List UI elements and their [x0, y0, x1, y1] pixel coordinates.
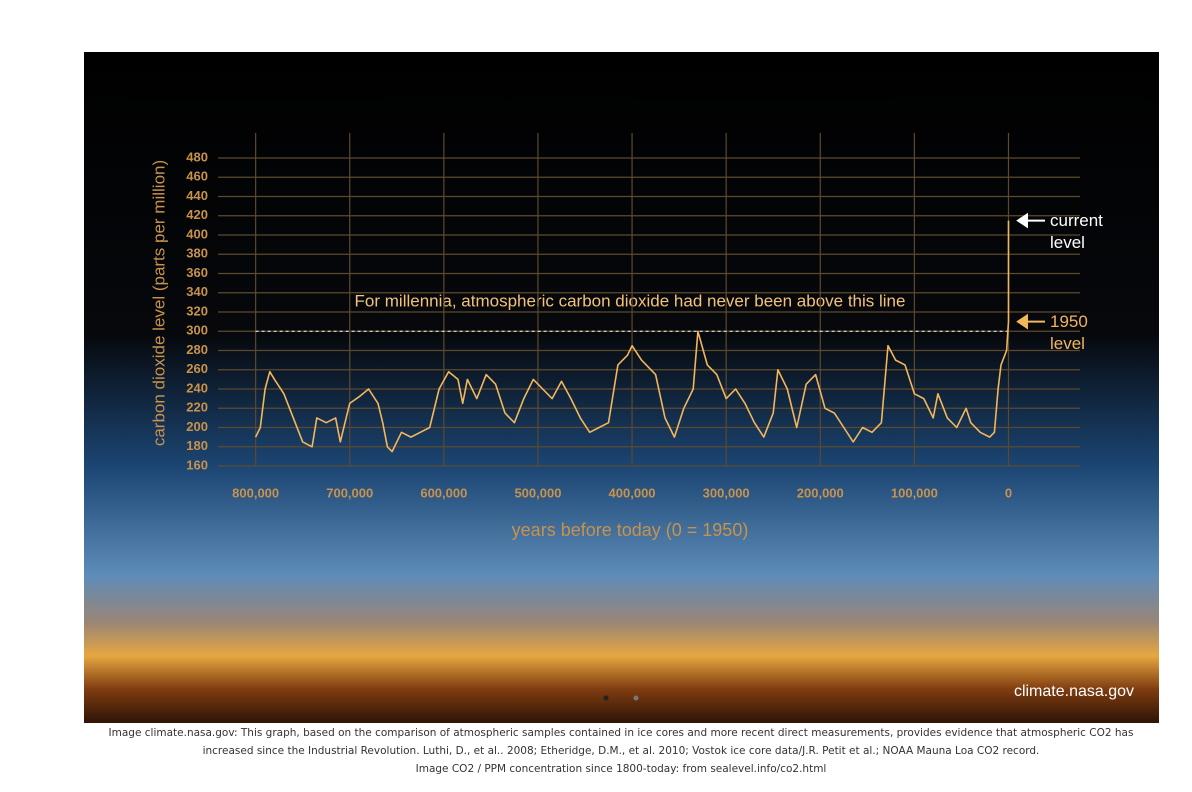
- y-tick-label: 340: [186, 284, 208, 299]
- y-tick-label: 380: [186, 246, 208, 261]
- x-tick-label: 200,000: [797, 485, 844, 500]
- credit: climate.nasa.gov: [1014, 683, 1134, 700]
- caption: Image climate.nasa.gov: This graph, base…: [108, 727, 1134, 757]
- y-tick-label: 220: [186, 400, 208, 415]
- x-tick-label: 100,000: [891, 485, 938, 500]
- marker-arrow: [1016, 212, 1045, 229]
- y-tick-label: 400: [186, 226, 208, 241]
- level-1950-label: 1950 level: [1050, 311, 1088, 353]
- y-tick-label: 480: [186, 149, 208, 164]
- y-tick-label: 420: [186, 207, 208, 222]
- co2-line: [254, 220, 1010, 453]
- carousel-dot[interactable]: [633, 695, 639, 701]
- caption: Image CO2 / PPM concentration since 1800…: [415, 763, 827, 775]
- y-tick-label: 440: [186, 188, 208, 203]
- x-tick-label: 600,000: [420, 485, 467, 500]
- x-tick-label: 700,000: [326, 485, 373, 500]
- y-tick-label: 460: [186, 169, 208, 184]
- y-tick-label: 200: [186, 419, 208, 434]
- y-tick-label: 180: [186, 438, 208, 453]
- y-tick-label: 240: [186, 380, 208, 395]
- y-tick-label: 300: [186, 323, 208, 338]
- y-tick-label: 280: [186, 342, 208, 357]
- x-tick-label: 800,000: [232, 485, 279, 500]
- x-tick-label: 0: [1005, 485, 1012, 500]
- y-tick-label: 360: [186, 265, 208, 280]
- current-level-label: current level: [1050, 210, 1103, 252]
- x-tick-label: 300,000: [703, 485, 750, 500]
- y-tick-label: 160: [186, 457, 208, 472]
- marker-arrow: [1016, 313, 1045, 330]
- y-tick-label: 320: [186, 303, 208, 318]
- background-image: [84, 52, 1159, 723]
- annotation: For millennia, atmospheric carbon dioxid…: [355, 291, 906, 310]
- x-tick-label: 400,000: [609, 485, 656, 500]
- x-tick-label: 500,000: [514, 485, 561, 500]
- x-axis-title: years before today (0 = 1950): [512, 520, 749, 540]
- y-tick-label: 260: [186, 361, 208, 376]
- y-axis-title: carbon dioxide level (parts per million): [149, 160, 168, 446]
- carousel-dot[interactable]: [603, 695, 609, 701]
